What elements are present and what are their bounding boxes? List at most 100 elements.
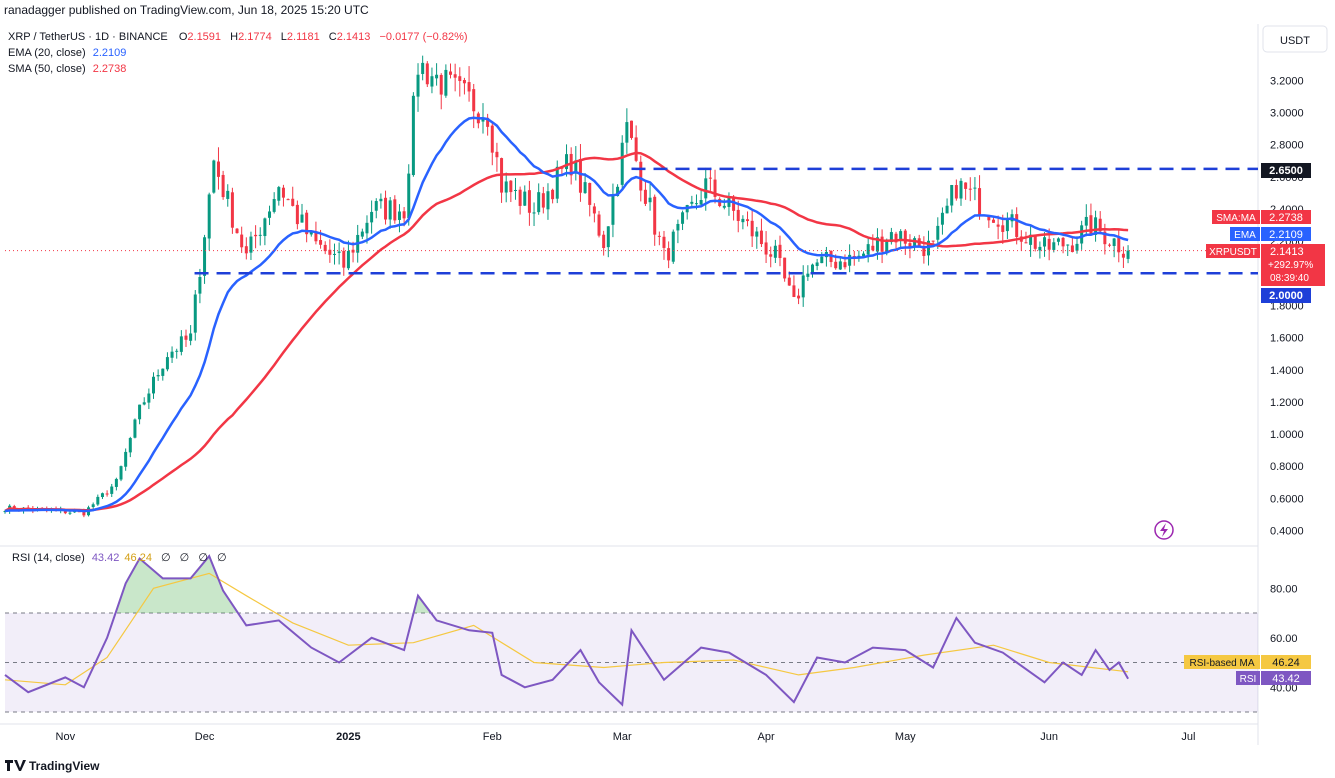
candle-body xyxy=(964,182,968,189)
candle-body xyxy=(82,511,86,516)
candle-body xyxy=(978,188,982,215)
candle-body xyxy=(532,212,536,214)
candle-body xyxy=(690,201,694,204)
currency-button[interactable] xyxy=(1262,25,1328,53)
low-label: L xyxy=(281,31,287,43)
candle-body xyxy=(277,187,281,201)
candle-body xyxy=(592,206,596,214)
candle-body xyxy=(611,194,615,225)
open-value: 2.1591 xyxy=(187,31,221,43)
ema-tag: EMA xyxy=(1234,230,1256,241)
candle-body xyxy=(388,200,392,220)
candle-body xyxy=(713,179,717,197)
price-tick: 0.8000 xyxy=(1270,461,1304,473)
candle-body xyxy=(1080,225,1084,244)
candle-body xyxy=(1117,237,1121,253)
candle-body xyxy=(216,161,220,177)
candle-body xyxy=(384,197,388,220)
candle-body xyxy=(671,231,675,262)
candle-body xyxy=(198,277,202,294)
candle-body xyxy=(732,198,736,211)
tradingview-logo[interactable]: TradingView xyxy=(5,759,100,773)
candle-body xyxy=(746,219,750,222)
time-label: Feb xyxy=(483,731,502,743)
symbol-label[interactable]: XRP / TetherUS · 1D · BINANCE xyxy=(8,31,168,43)
candle-body xyxy=(681,212,685,224)
candle-body xyxy=(667,248,671,261)
rsi-legend[interactable]: RSI (14, close) 43.42 46.24 ∅ ∅ ∅ ∅ xyxy=(12,552,227,564)
rsi-ma-tag: RSI-based MA xyxy=(1189,658,1254,669)
candle-body xyxy=(769,254,773,257)
candle-body xyxy=(936,225,940,240)
candle-body xyxy=(462,80,466,84)
rsi-legend-title: RSI (14, close) xyxy=(12,552,85,564)
candle-body xyxy=(565,154,569,170)
sma-legend[interactable]: SMA (50, close) 2.2738 xyxy=(8,63,126,75)
currency-label: USDT xyxy=(1280,35,1310,47)
candle-body xyxy=(96,496,100,505)
candle-body xyxy=(142,402,146,405)
price-tick: 3.2000 xyxy=(1270,75,1304,87)
sma-value-bg xyxy=(1261,210,1311,224)
candle-body xyxy=(305,212,309,235)
candle-body xyxy=(838,261,842,270)
rsi-tick: 60.00 xyxy=(1270,633,1298,645)
candle-body xyxy=(319,240,323,245)
candle-body xyxy=(954,185,958,199)
candle-body xyxy=(68,512,72,514)
candle-body xyxy=(114,478,118,487)
candle-body xyxy=(866,244,870,255)
time-label: May xyxy=(895,731,916,743)
candle-body xyxy=(527,190,531,213)
candle-body xyxy=(578,158,582,193)
candle-body xyxy=(704,178,708,199)
candle-body xyxy=(1052,242,1056,250)
rsi-legend-extra: ∅ xyxy=(217,552,227,564)
candle-body xyxy=(91,504,95,508)
price-tick: 0.4000 xyxy=(1270,526,1304,538)
candle-body xyxy=(1094,217,1098,235)
candle-body xyxy=(880,236,884,252)
candle-body xyxy=(1107,244,1111,246)
candle-body xyxy=(1043,237,1047,247)
candle-body xyxy=(221,174,225,198)
candle-body xyxy=(161,368,165,376)
candle-body xyxy=(486,117,490,127)
candle-body xyxy=(602,234,606,249)
candle-body xyxy=(189,333,193,341)
candle-body xyxy=(973,187,977,189)
candle-body xyxy=(755,231,759,237)
candle-body xyxy=(230,192,234,228)
candle-body xyxy=(996,224,1000,227)
candle-body xyxy=(908,243,912,247)
candle-body xyxy=(1038,246,1042,251)
time-label: Nov xyxy=(56,731,76,743)
candle-body xyxy=(1089,215,1093,235)
candle-body xyxy=(379,198,383,202)
candle-body xyxy=(402,211,406,219)
rsi-lines xyxy=(4,554,1129,707)
resistance-tag: 2.6500 xyxy=(1269,165,1303,177)
sma-tag-bg xyxy=(1212,210,1260,224)
ema-legend-label: EMA (20, close) xyxy=(8,47,86,59)
tradingview-logo-icon xyxy=(5,760,26,771)
candle-body xyxy=(922,245,926,256)
candle-body xyxy=(848,254,852,266)
ema-legend[interactable]: EMA (20, close) 2.2109 xyxy=(8,47,126,59)
rsi-tick: 40.00 xyxy=(1270,682,1298,694)
candle-body xyxy=(899,231,903,241)
candle-body xyxy=(453,74,457,78)
candle-body xyxy=(1098,218,1102,232)
candle-body xyxy=(495,151,499,158)
candle-body xyxy=(193,294,197,333)
candle-body xyxy=(950,184,954,206)
candle-body xyxy=(314,231,318,242)
ema-20-line xyxy=(4,116,1129,513)
open-label: O xyxy=(179,31,188,43)
candle-body xyxy=(268,211,272,218)
candle-body xyxy=(834,261,838,269)
lightning-icon[interactable] xyxy=(1154,520,1174,540)
candle-body xyxy=(407,173,411,219)
candle-body xyxy=(258,234,262,236)
